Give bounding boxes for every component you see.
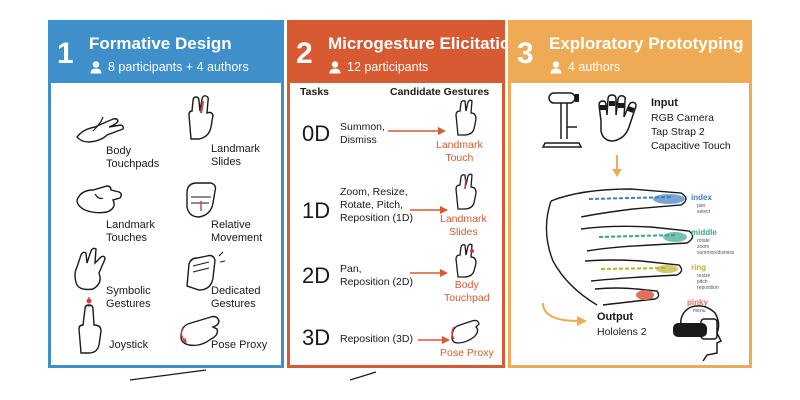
landmark-slides-hand-icon [452, 173, 480, 211]
input-capacitive-touch: Capacitive Touch [651, 139, 731, 153]
panel-header: 3 Exploratory Prototyping 4 authors [511, 23, 749, 83]
landmark-touch-hand-icon [452, 99, 480, 137]
output-hololens: Hololens 2 [597, 325, 647, 339]
microgesture-elicitation-panel: 2 Microgesture Elicitation 12 participan… [287, 20, 505, 368]
step-number: 1 [57, 37, 74, 71]
gesture-pose-proxy: Pose Proxy [440, 347, 494, 360]
decorative-line [350, 370, 380, 382]
landmark-touches-hand-icon [73, 178, 128, 218]
relative-movement-label: Relative Movement [211, 219, 262, 245]
pose-proxy-label: Pose Proxy [211, 339, 267, 352]
finger-ring-label: ring [691, 263, 706, 272]
body-touchpads-hand-icon [73, 109, 128, 149]
landmark-touches-label: Landmark Touches [106, 219, 155, 245]
panel-title: Microgesture Elicitation [328, 34, 521, 54]
candidate-gestures-column-header: Candidate Gestures [390, 86, 489, 98]
input-rgb-camera: RGB Camera [651, 111, 714, 125]
panel-title: Formative Design [89, 34, 232, 54]
panel-subtitle: 4 authors [549, 60, 620, 74]
gesture-landmark-slides: Landmark Slides [440, 213, 487, 239]
joystick-hand-icon [73, 295, 107, 357]
hololens-headset-icon [671, 301, 727, 363]
dimension-1d: 1D [302, 198, 330, 224]
finger-middle-action-summon: summon/dismiss [697, 250, 734, 256]
dimension-0d: 0D [302, 121, 330, 147]
panel-header: 2 Microgesture Elicitation 12 participan… [290, 23, 502, 83]
arrow-2d [410, 268, 450, 278]
exploratory-prototyping-panel: 3 Exploratory Prototyping 4 authors Inpu… [508, 20, 752, 368]
step-number: 3 [517, 37, 534, 71]
rgb-camera-icon [541, 89, 585, 151]
finger-index-action-select: select [697, 209, 710, 215]
arrow-3d [418, 335, 452, 345]
relative-movement-hand-icon [181, 173, 221, 223]
panel-title: Exploratory Prototyping [549, 34, 744, 54]
finger-middle-label: middle [691, 228, 717, 237]
panel-subtitle: 12 participants [328, 60, 428, 74]
dimension-3d: 3D [302, 325, 330, 351]
finger-mapping-diagram [541, 171, 701, 311]
task-3d: Reposition (3D) [340, 333, 413, 346]
output-title: Output [597, 311, 633, 323]
input-tap-strap: Tap Strap 2 [651, 125, 705, 139]
tap-strap-hand-icon [591, 91, 647, 147]
landmark-slides-label: Landmark Slides [211, 143, 260, 169]
body-touchpads-label: Body Touchpads [106, 145, 159, 171]
symbolic-gestures-label: Symbolic Gestures [106, 285, 151, 311]
output-arrow-icon [541, 301, 591, 331]
panel-header: 1 Formative Design 8 participants + 4 au… [51, 23, 281, 83]
panel-subtitle: 8 participants + 4 authors [89, 60, 249, 74]
tasks-column-header: Tasks [300, 86, 329, 98]
participant-icon [89, 60, 103, 74]
task-1d: Zoom, Resize, Rotate, Pitch, Reposition (1… [340, 186, 413, 225]
input-title: Input [651, 97, 678, 109]
dimension-2d: 2D [302, 263, 330, 289]
step-number: 2 [296, 37, 313, 71]
participant-icon [549, 60, 563, 74]
participant-icon [328, 60, 342, 74]
formative-design-panel: 1 Formative Design 8 participants + 4 au… [48, 20, 284, 368]
gesture-landmark-touch: Landmark Touch [436, 139, 483, 165]
landmark-slides-hand-icon [183, 93, 219, 143]
decorative-line [130, 368, 210, 382]
arrow-0d [388, 126, 448, 136]
task-0d: Summon, Dismiss [340, 121, 385, 147]
body-touchpad-hand-icon [452, 243, 480, 279]
task-2d: Pan, Reposition (2D) [340, 263, 413, 289]
finger-ring-action-reposition: reposition [697, 285, 719, 291]
gesture-body-touchpad: Body Touchpad [444, 279, 490, 305]
pose-proxy-hand-icon [448, 313, 484, 347]
finger-index-label: index [691, 193, 712, 202]
joystick-label: Joystick [109, 339, 148, 352]
